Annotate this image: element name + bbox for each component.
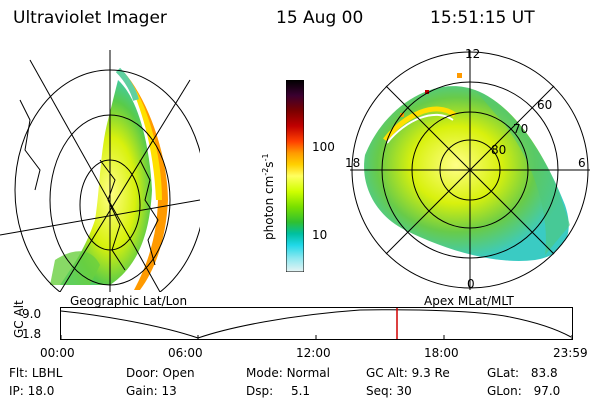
mlt-label-6: 6	[578, 156, 586, 170]
seq-value: 30	[396, 384, 412, 398]
gain-value: 13	[161, 384, 177, 398]
timeline-plot	[60, 307, 573, 340]
flt-label: Flt:	[9, 366, 28, 380]
header-time: 15:51:15 UT	[430, 8, 535, 28]
door-value: Open	[162, 366, 195, 380]
timeline-xtick-1800: 18:00	[424, 346, 459, 360]
dsp-label: Dsp:	[246, 384, 274, 398]
colorbar-unit-label: photon cm-2s-1	[261, 153, 276, 240]
colorbar-tick-100: 100	[312, 140, 335, 154]
dsp-value: 5.1	[290, 384, 311, 398]
gcalt-value: 9.3 Re	[411, 366, 450, 380]
timeline-xtick-2359: 23:59	[553, 346, 588, 360]
timeline-xtick-1200: 12:00	[296, 346, 331, 360]
geographic-image	[0, 50, 200, 292]
glon-value: 97.0	[533, 384, 561, 398]
door-field: Door: Open	[126, 366, 195, 380]
unit-mid: s	[262, 161, 276, 168]
colorbar	[285, 79, 305, 273]
ip-value: 18.0	[27, 384, 55, 398]
glat-label: GLat:	[487, 366, 520, 380]
unit-exp1: -2	[261, 167, 270, 176]
header-date: 15 Aug 00	[276, 8, 364, 28]
left-panel-label: Geographic Lat/Lon	[70, 294, 188, 308]
glat-value: 83.8	[530, 366, 558, 380]
polar-image	[350, 50, 590, 290]
flt-field: Flt: LBHL	[9, 366, 62, 380]
flt-value: LBHL	[31, 366, 63, 380]
gain-field: Gain: 13	[126, 384, 177, 398]
mlt-label-0: 0	[467, 277, 475, 291]
dsp-field: Dsp: 5.1	[246, 384, 310, 398]
colorbar-gradient	[285, 79, 305, 273]
mlat-label-60: 60	[537, 98, 553, 112]
mode-field: Mode: Normal	[246, 366, 330, 380]
instrument-title: Ultraviolet Imager	[13, 8, 167, 28]
seq-label: Seq:	[366, 384, 393, 398]
glon-field: GLon: 97.0	[487, 384, 560, 398]
mode-label: Mode:	[246, 366, 283, 380]
gain-label: Gain:	[126, 384, 158, 398]
unit-base: photon cm	[262, 175, 276, 240]
gcalt-label: GC Alt:	[366, 366, 408, 380]
glon-label: GLon:	[487, 384, 522, 398]
glat-field: GLat: 83.8	[487, 366, 558, 380]
ip-label: IP:	[9, 384, 24, 398]
colorbar-tick-10: 10	[312, 228, 328, 242]
gcalt-field: GC Alt: 9.3 Re	[366, 366, 450, 380]
mlt-label-18: 18	[345, 156, 361, 170]
unit-exp2: -1	[261, 153, 270, 162]
right-panel-label: Apex MLat/MLT	[424, 294, 514, 308]
ip-field: IP: 18.0	[9, 384, 54, 398]
timeline-ytick-top: 9.0	[22, 307, 42, 321]
mlt-label-12: 12	[465, 47, 481, 61]
mlat-label-80: 80	[491, 143, 507, 157]
mode-value: Normal	[286, 366, 330, 380]
timeline-ytick-bottom: 1.8	[22, 327, 42, 341]
seq-field: Seq: 30	[366, 384, 412, 398]
timeline-xtick-0000: 00:00	[40, 346, 75, 360]
timeline-xtick-0600: 06:00	[168, 346, 203, 360]
door-label: Door:	[126, 366, 159, 380]
mlat-label-70: 70	[513, 122, 529, 136]
